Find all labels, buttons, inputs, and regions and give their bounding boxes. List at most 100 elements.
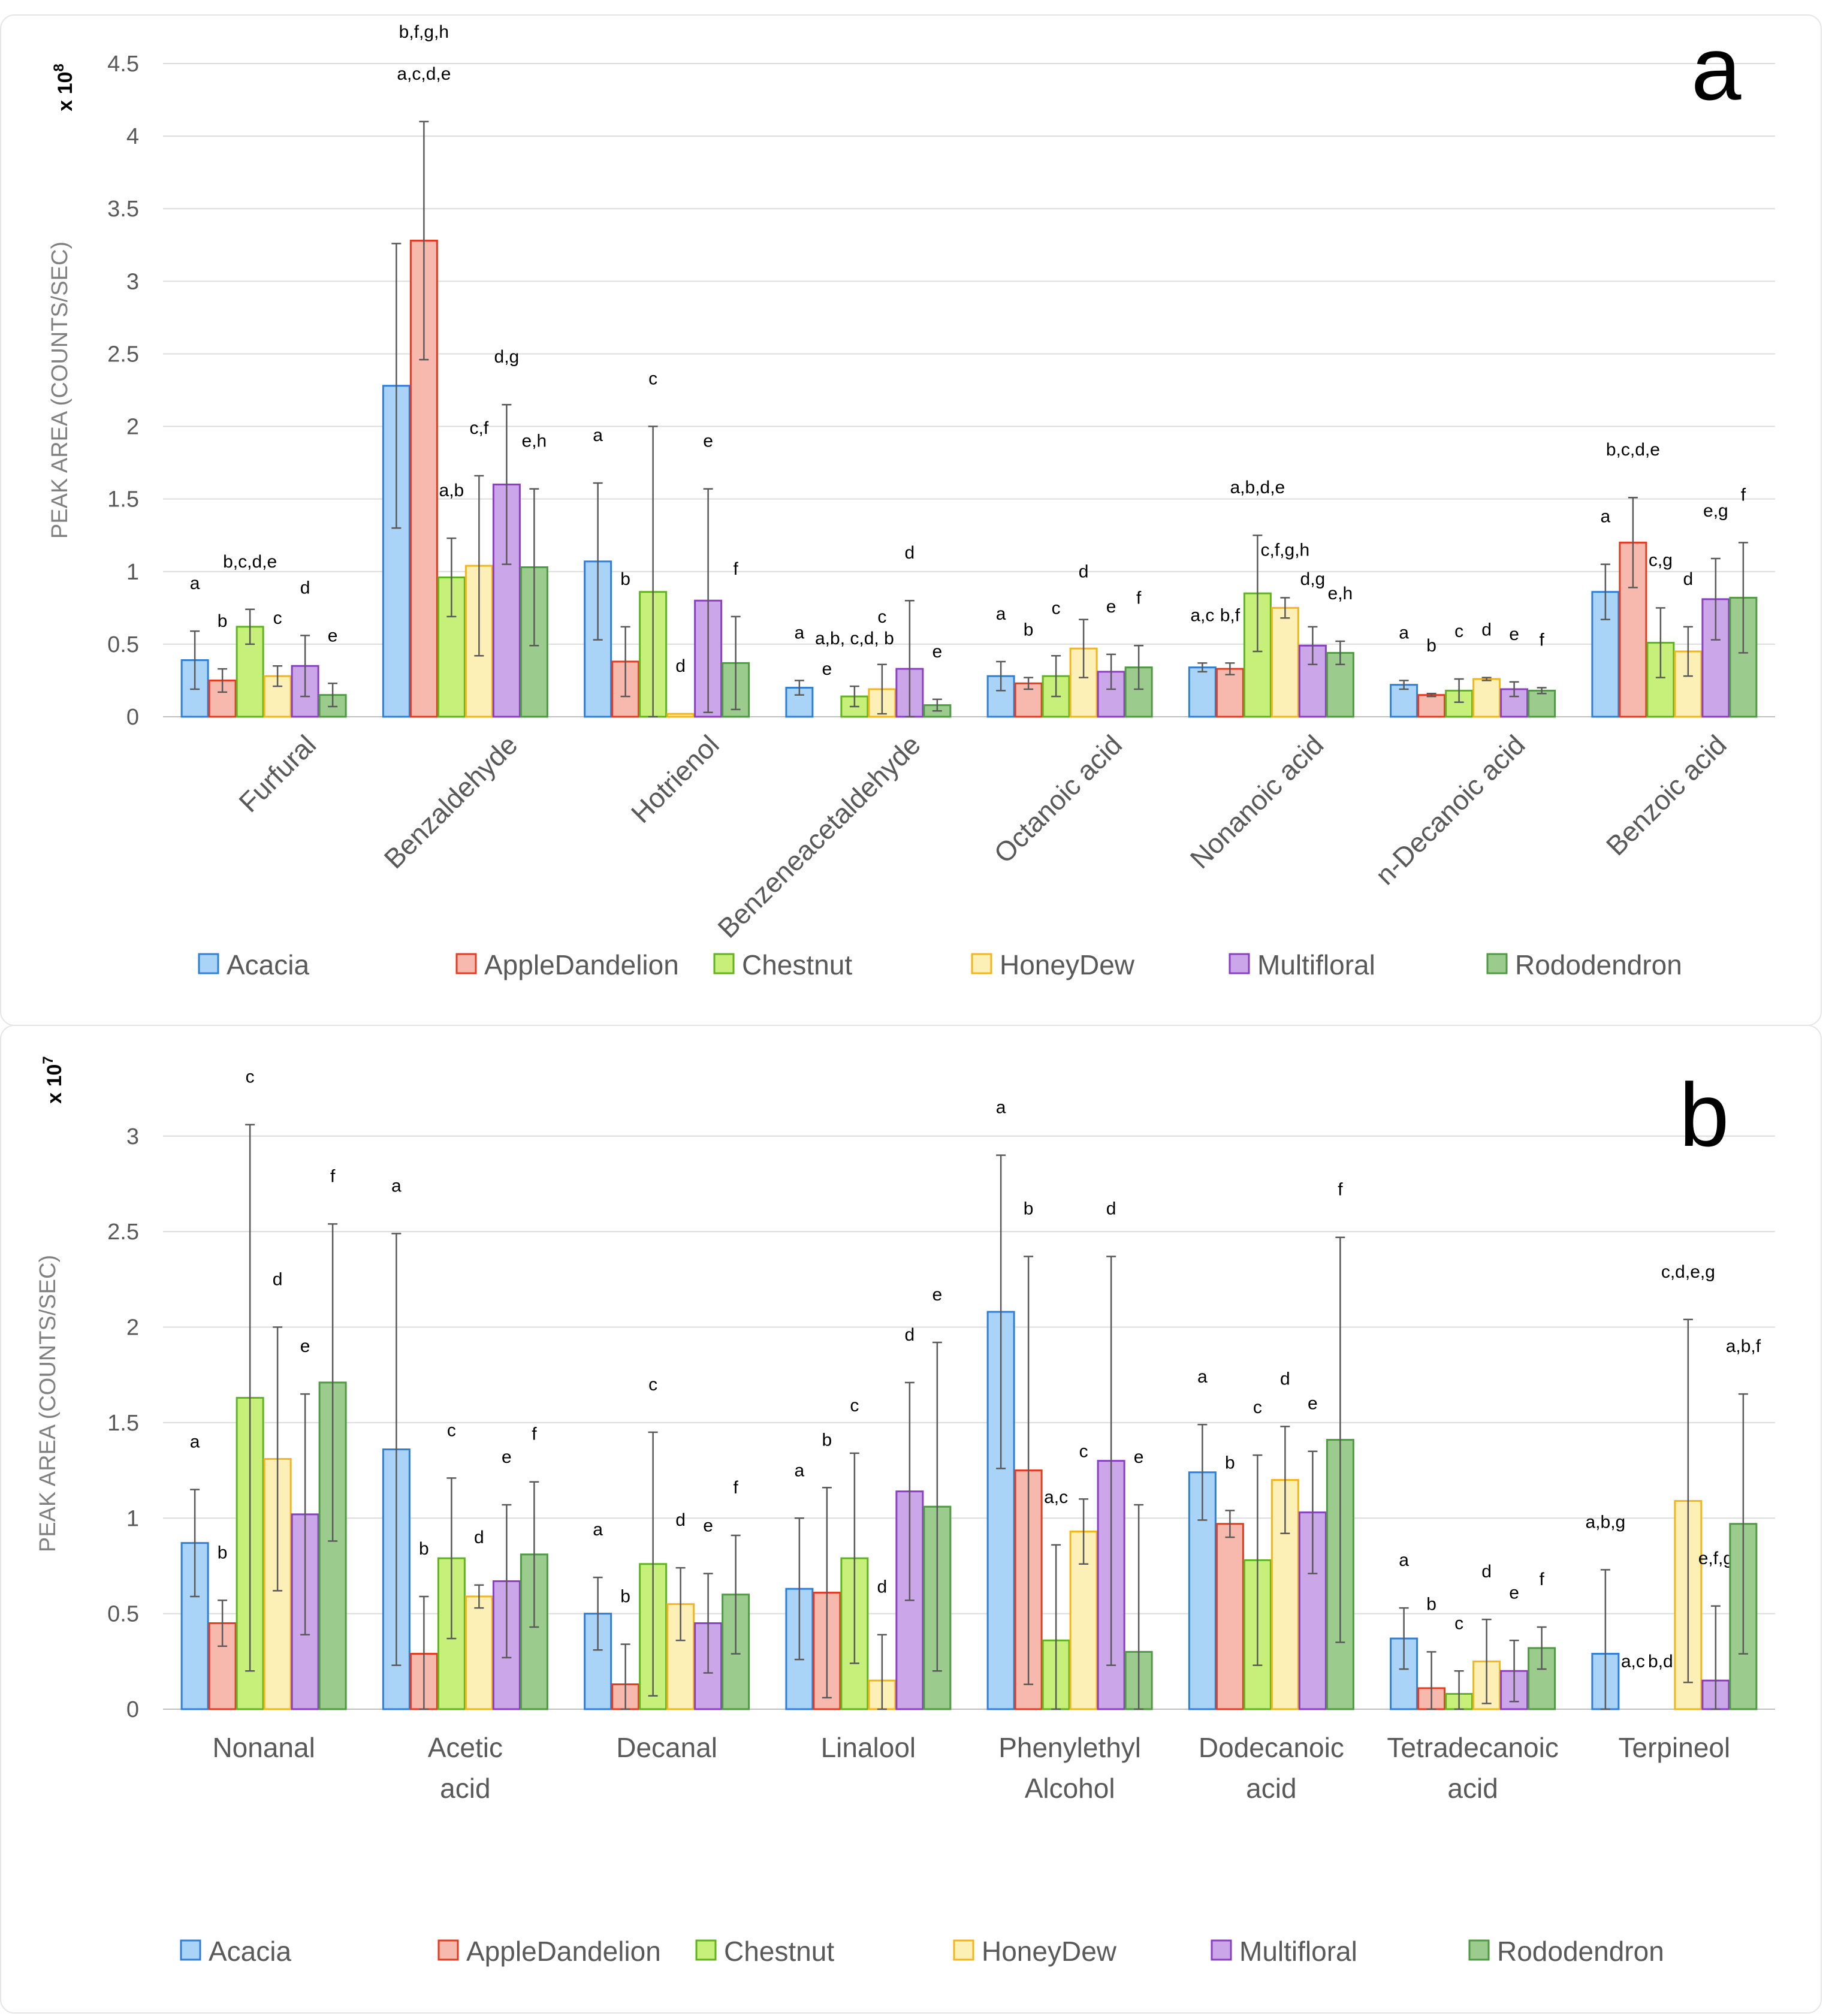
- chart-a-panel-letter: a: [1691, 18, 1742, 119]
- chart-a-significance-letter: a,b: [439, 481, 464, 500]
- chart-a-bar: [382, 385, 411, 718]
- chart-a-bar: [1243, 592, 1272, 718]
- chart-b-significance-letter: d: [273, 1270, 283, 1290]
- chart-a-ytick-label: 2.5: [107, 342, 139, 367]
- chart-b-category-label-line: Acetic: [428, 1732, 503, 1763]
- chart-a-ytick-label: 0: [126, 705, 139, 730]
- chart-b-legend-swatch: [695, 1939, 717, 1961]
- chart-a-legend-label: Acacia: [227, 949, 309, 980]
- chart-b-significance-letter: f: [733, 1478, 738, 1498]
- chart-b-significance-letter: d: [675, 1510, 686, 1530]
- chart-b-significance-letter: a,c: [1044, 1487, 1068, 1507]
- chart-a-significance-letter: a: [190, 574, 200, 593]
- chart-b-significance-letter: a,b,g: [1586, 1512, 1626, 1532]
- chart-b-significance-letter: a,b,f: [1726, 1336, 1761, 1356]
- chart-a-significance-letter: a: [996, 604, 1006, 624]
- chart-b-legend-label: AppleDandelion: [466, 1936, 661, 1967]
- chart-b-category-label: Linalool: [821, 1732, 916, 1763]
- chart-a-ytick-label: 1: [126, 560, 139, 585]
- chart-b-significance-letter: a: [996, 1098, 1006, 1118]
- chart-a-bar: [1729, 596, 1758, 718]
- chart-b-significance-letter: c: [246, 1067, 255, 1087]
- chart-b-significance-letter: e: [502, 1447, 512, 1467]
- chart-a-category-label: Benzaldehyde: [378, 729, 523, 874]
- chart-b-significance-letter: e: [1308, 1394, 1318, 1414]
- chart-a-significance-letter: a: [593, 425, 603, 445]
- chart-b-legend-label: Rododendron: [1497, 1936, 1664, 1967]
- chart-b-significance-letter: f: [330, 1166, 336, 1186]
- chart-b-category-label-line: Tetradecanoic: [1387, 1732, 1558, 1763]
- chart-b-category-label: Phenylethyl Alcohol: [998, 1732, 1141, 1804]
- chart-b-significance-letter: c: [1079, 1441, 1088, 1461]
- chart-b-significance-letter: e: [300, 1336, 310, 1356]
- chart-b-ytick-label: 3: [126, 1124, 139, 1149]
- chart-a-category-label: Octanoic acid: [988, 729, 1128, 869]
- chart-a-legend-label: HoneyDew: [1000, 949, 1135, 980]
- chart-a-significance-letter: c: [1052, 598, 1061, 618]
- chart-a-bar: [1528, 689, 1556, 718]
- chart-b-significance-letter: d: [1481, 1562, 1492, 1582]
- chart-a-significance-letter: f: [1539, 630, 1544, 650]
- chart-a-significance-letter: e: [822, 659, 832, 679]
- chart-a-category-label: Furfural: [233, 729, 322, 818]
- chart-b-significance-letter: c: [1253, 1398, 1262, 1417]
- chart-a-ytick-label: 3: [126, 269, 139, 294]
- chart-b-significance-letter: a: [593, 1520, 603, 1540]
- chart-a-legend-swatch: [713, 953, 735, 974]
- chart-b-significance-letter: a,c: [1621, 1652, 1645, 1671]
- chart-b-significance-letter: d: [474, 1528, 484, 1547]
- chart-b-significance-letter: b,d: [1648, 1652, 1673, 1671]
- chart-a-legend-label: Rododendron: [1515, 949, 1682, 980]
- chart-b-legend-swatch: [953, 1939, 974, 1961]
- chart-b-bar: [1215, 1523, 1244, 1710]
- chart-a-category-label: Hotrienol: [625, 729, 725, 829]
- chart-b-significance-letter: c: [648, 1375, 657, 1395]
- chart-b-bar: [464, 1595, 493, 1710]
- chart-b-legend-label: HoneyDew: [982, 1936, 1117, 1967]
- chart-b-significance-letter: e,f,g: [1698, 1549, 1733, 1568]
- chart-a-significance-letter: e,h: [522, 431, 547, 451]
- chart-b-legend-swatch: [1211, 1939, 1232, 1961]
- chart-b-significance-letter: a: [190, 1432, 200, 1451]
- chart-a-significance-letter: a,b,d,e: [1230, 478, 1285, 497]
- chart-a-significance-letter: c,f,g,h: [1261, 540, 1310, 560]
- chart-b-category-label: Decanal: [616, 1732, 717, 1763]
- chart-a-legend-label: Chestnut: [742, 949, 852, 980]
- chart-a-category-label: Benzeneacetaldehyde: [711, 729, 926, 944]
- chart-a-legend-label: Multifloral: [1257, 949, 1375, 980]
- chart-a-ytick-label: 4: [126, 124, 139, 149]
- chart-b-legend-swatch: [1468, 1939, 1490, 1961]
- chart-a-significance-letter: d: [675, 656, 686, 676]
- chart-b-ytick-label: 0: [126, 1697, 139, 1722]
- chart-a-multiplier: x 108: [51, 64, 77, 111]
- chart-b-significance-letter: a: [1197, 1367, 1208, 1387]
- chart-a-significance-letter: c,g: [1649, 550, 1673, 570]
- chart-a-significance-letter: e: [1106, 597, 1116, 617]
- chart-a-category-label: Benzoic acid: [1600, 729, 1733, 861]
- chart-a-ytick-label: 4.5: [107, 52, 139, 77]
- chart-a-significance-letter: a: [1399, 623, 1409, 642]
- chart-a-bar: [1014, 682, 1043, 718]
- chart-b-category-label-line: Dodecanoic: [1199, 1732, 1344, 1763]
- chart-a-legend-label: AppleDandelion: [484, 949, 679, 980]
- chart-b-significance-letter: e: [1509, 1583, 1519, 1602]
- chart-a-significance-letter: b: [620, 569, 630, 589]
- chart-a-bar: [1188, 666, 1217, 718]
- chart-b-significance-letter: b: [1024, 1199, 1034, 1219]
- chart-b-multiplier-base: x 10: [43, 1064, 66, 1104]
- chart-a-significance-letter: f: [733, 559, 738, 579]
- chart-a-significance-letter: d: [1079, 562, 1089, 582]
- chart-a-legend-swatch: [1486, 953, 1508, 974]
- chart-b-category-label-line: acid: [440, 1773, 490, 1804]
- chart-b-ytick-label: 1.5: [107, 1411, 139, 1436]
- chart-b-legend-label: Chestnut: [724, 1936, 834, 1967]
- chart-b-category-label: Nonanal: [212, 1732, 315, 1763]
- chart-b-category-label-line: Alcohol: [1025, 1773, 1115, 1804]
- chart-a-significance-letter: e,g: [1703, 501, 1728, 521]
- chart-a-significance-letter: c,f: [470, 418, 489, 438]
- chart-a-significance-letter: a: [1601, 507, 1611, 527]
- chart-b-category-label: Terpineol: [1619, 1732, 1731, 1763]
- chart-b-significance-letter: d: [1280, 1369, 1290, 1389]
- chart-b-significance-letter: b: [620, 1587, 630, 1607]
- chart-a-legend-swatch: [198, 953, 219, 974]
